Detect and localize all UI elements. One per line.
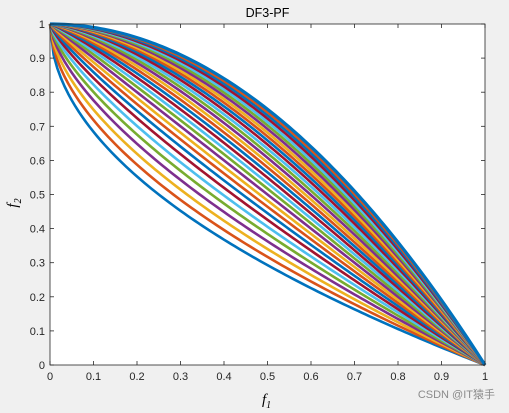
x-tick-label: 0 — [47, 371, 53, 383]
pf-curve — [48, 23, 486, 367]
y-tick-label: 0.4 — [30, 224, 45, 236]
x-tick-label: 0.5 — [260, 371, 275, 383]
y-tick-label: 0.5 — [30, 190, 45, 202]
pf-curve — [49, 22, 486, 367]
curves-group — [48, 22, 487, 367]
pf-curve — [49, 22, 486, 366]
pf-curve — [48, 23, 486, 367]
y-axis-label: f2 — [5, 198, 24, 207]
pf-curve — [49, 22, 486, 366]
x-axis-label-sub: 1 — [266, 400, 271, 411]
pf-curve — [49, 22, 486, 366]
pf-curve — [49, 22, 486, 366]
pf-curve — [49, 22, 487, 366]
y-tick-label: 0.1 — [30, 326, 45, 338]
pf-curve — [48, 23, 486, 367]
pf-curve — [49, 22, 486, 366]
x-tick-label: 0.8 — [390, 371, 405, 383]
pf-curve — [48, 23, 486, 367]
x-tick-label: 0.6 — [303, 371, 318, 383]
pf-curve — [49, 22, 487, 366]
y-tick-label: 0.8 — [30, 87, 45, 99]
x-tick-label: 0.2 — [129, 371, 144, 383]
chart-title: DF3-PF — [246, 6, 290, 20]
pf-curve — [48, 23, 486, 367]
x-axis-label-base: f — [262, 392, 268, 408]
pf-curve — [48, 23, 486, 367]
pf-curve — [48, 23, 486, 367]
y-tick-label: 0.6 — [30, 155, 45, 167]
pf-curve — [49, 22, 486, 366]
y-axis-label-group: f2 — [5, 198, 24, 207]
y-tick-label: 0.9 — [30, 53, 45, 65]
y-tick-label: 0.2 — [30, 292, 45, 304]
watermark-text: CSDN @IT猿手 — [417, 389, 495, 401]
x-tick-label: 0.3 — [173, 371, 188, 383]
y-axis-label-base: f — [5, 202, 21, 208]
y-tick-label: 0.3 — [30, 258, 45, 270]
y-tick-label: 1 — [39, 19, 45, 31]
y-tick-label: 0 — [39, 360, 45, 372]
x-tick-label: 0.1 — [86, 371, 101, 383]
y-axis-label-sub: 2 — [13, 198, 24, 203]
pf-curve — [49, 22, 486, 367]
x-tick-label: 0.9 — [434, 371, 449, 383]
pf-curve — [48, 23, 486, 367]
y-tick-label: 0.7 — [30, 121, 45, 133]
x-tick-label: 1 — [482, 371, 488, 383]
x-tick-label: 0.4 — [216, 371, 231, 383]
pf-curve — [48, 23, 486, 367]
pf-curve — [49, 22, 486, 366]
x-tick-label: 0.7 — [347, 371, 362, 383]
pf-curve — [49, 23, 486, 367]
pf-curve — [49, 22, 487, 366]
pf-curve — [49, 22, 487, 366]
x-axis-label: f1 — [262, 392, 271, 411]
ticks-group: 0 0.1 0.2 0.3 0.4 0.5 0.6 0.7 0.8 0.9 1 0 0.1 0.2 0.3 0… — [30, 19, 488, 383]
pf-curve — [49, 22, 486, 366]
pf-curve — [49, 22, 486, 366]
pf-curve — [49, 22, 487, 366]
